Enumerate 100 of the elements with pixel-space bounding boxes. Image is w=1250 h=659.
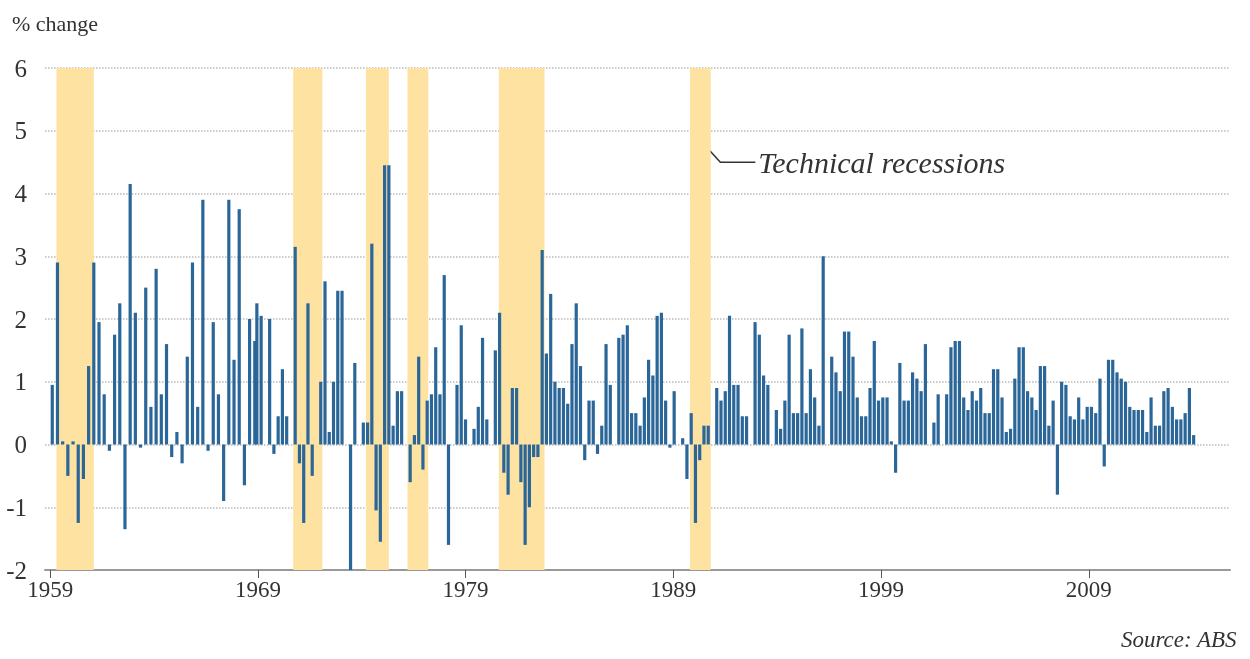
bar (190, 262, 195, 445)
bar (979, 388, 983, 445)
bar (306, 303, 310, 445)
bar (138, 444, 143, 448)
bar (1038, 366, 1042, 445)
annotation: Technical recessions (758, 145, 1006, 179)
x-tick-label: 2009 (1065, 577, 1112, 602)
bar (434, 347, 438, 445)
bar (211, 322, 215, 445)
bar (953, 340, 957, 445)
bar (1064, 384, 1068, 445)
bar (164, 344, 169, 445)
bar (783, 400, 787, 445)
bar (50, 384, 54, 445)
bar (753, 322, 757, 445)
bar (957, 340, 962, 445)
bar (255, 303, 259, 445)
bar (830, 356, 834, 445)
bar (736, 384, 740, 445)
bar (421, 444, 425, 470)
bar (523, 444, 527, 545)
bar (540, 249, 544, 445)
bar (685, 444, 689, 480)
bar (71, 441, 75, 445)
y-axis-title: % change (12, 10, 99, 36)
bar (1021, 347, 1025, 445)
bar (237, 209, 241, 445)
bar (681, 438, 685, 445)
x-tick-label: 1969 (234, 577, 281, 602)
bar (702, 425, 706, 445)
bar (1085, 406, 1089, 445)
bar (706, 425, 710, 445)
bar (170, 444, 174, 458)
source-note: Source: ABS (1120, 627, 1238, 652)
bar (1140, 409, 1145, 445)
bar (1043, 366, 1047, 445)
bar (1106, 359, 1111, 445)
y-tick-label: 6 (14, 54, 27, 82)
bar (1077, 397, 1081, 445)
bar (400, 391, 404, 445)
bar (1102, 444, 1106, 467)
bar (446, 444, 451, 545)
bar (715, 388, 719, 445)
bar (272, 444, 276, 454)
bar (872, 340, 876, 445)
bar (154, 268, 158, 445)
bar (353, 362, 357, 445)
bar (222, 444, 226, 501)
bar (1017, 347, 1021, 445)
bar (259, 315, 263, 445)
y-tick-label: 0 (14, 431, 27, 458)
bar (510, 388, 514, 445)
bar (159, 394, 163, 445)
bar (66, 444, 70, 476)
bar (268, 319, 272, 445)
bar (1162, 391, 1166, 445)
bar (744, 416, 749, 445)
bar (128, 184, 132, 445)
bar (175, 431, 179, 445)
bar (1111, 359, 1115, 445)
bar (655, 315, 659, 445)
x-tick-label: 1989 (650, 577, 697, 602)
bar (149, 406, 153, 445)
bar (727, 315, 732, 445)
bar (196, 406, 200, 445)
bar (1089, 406, 1094, 445)
bar (506, 444, 510, 495)
bar (370, 243, 374, 445)
bar (1051, 400, 1055, 445)
bar (549, 293, 553, 445)
bar (81, 444, 86, 480)
bar (634, 413, 638, 445)
bar (1123, 381, 1128, 445)
bar (442, 275, 446, 445)
bar (604, 344, 608, 445)
bar (387, 165, 391, 445)
bar (787, 334, 791, 445)
bar (936, 394, 940, 445)
bar (659, 312, 663, 445)
bar (395, 391, 399, 445)
bar (595, 444, 600, 454)
bar (515, 388, 519, 445)
bar (107, 444, 111, 451)
bar (1149, 397, 1153, 445)
bar (808, 369, 813, 445)
bar (647, 359, 651, 445)
bar (625, 325, 629, 445)
bar (361, 422, 365, 445)
bar (310, 444, 314, 476)
bar (144, 287, 148, 445)
bar (348, 444, 353, 570)
bar (991, 369, 996, 445)
bar (1098, 378, 1102, 445)
bar (821, 256, 825, 445)
x-tick-label: 1979 (442, 577, 489, 602)
bar (180, 444, 184, 464)
bar (893, 444, 898, 473)
bar (693, 444, 698, 523)
bar (617, 337, 621, 445)
bar (408, 444, 412, 483)
